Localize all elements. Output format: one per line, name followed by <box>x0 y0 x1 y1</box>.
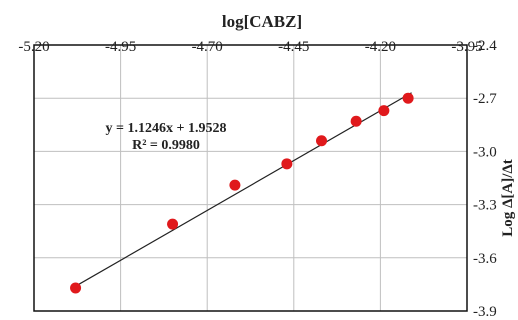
y-tick-labels: -2.4 -2.7 -3.0 -3.3 -3.6 -3.9 <box>473 38 497 320</box>
y-axis-title: Log Δ[A]/Δt <box>500 159 516 237</box>
trendline-equation: y = 1.1246x + 1.9528 <box>106 121 227 136</box>
data-point <box>281 158 293 170</box>
x-tick-labels: -5.20 -4.95 -4.70 -4.45 -4.20 -3.95 <box>18 39 482 55</box>
x-tick-label: -4.95 <box>105 39 136 55</box>
y-tick-label: -2.7 <box>473 91 497 107</box>
data-point <box>316 135 328 147</box>
grid <box>34 45 467 311</box>
x-axis-title: log[CABZ] <box>222 12 302 31</box>
data-points <box>70 92 414 294</box>
data-point <box>229 179 241 191</box>
x-tick-label: -5.20 <box>18 39 49 55</box>
y-tick-label: -2.4 <box>473 38 497 54</box>
x-tick-label: -4.70 <box>192 39 223 55</box>
y-tick-label: -3.6 <box>473 251 497 267</box>
data-point <box>350 115 362 127</box>
data-point <box>70 282 82 294</box>
x-tick-label: -4.45 <box>278 39 309 55</box>
data-point <box>402 92 414 104</box>
data-point <box>167 218 179 230</box>
x-tick-label: -4.20 <box>365 39 396 55</box>
data-point <box>378 105 390 117</box>
y-tick-label: -3.9 <box>473 304 497 320</box>
plot-frame <box>33 44 468 312</box>
x-tick-label: -3.95 <box>451 39 482 55</box>
y-tick-label: -3.0 <box>473 144 497 160</box>
r-squared-label: R² = 0.9980 <box>132 138 200 153</box>
y-tick-label: -3.3 <box>473 198 497 214</box>
